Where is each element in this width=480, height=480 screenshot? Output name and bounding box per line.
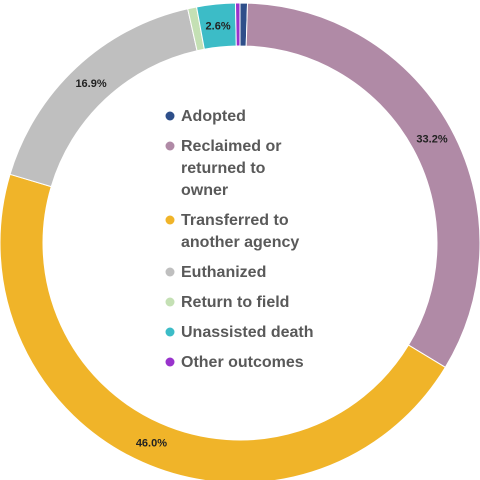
legend-swatch-return-to-field (165, 297, 175, 307)
legend-swatch-adopted (165, 111, 175, 121)
legend-item-other-outcomes: Other outcomes (165, 354, 304, 371)
slice-label-reclaimed-or-returned-to-owner: 33.2% (416, 134, 447, 146)
legend-label-transferred-to-another-agency-line-1: Transferred to (181, 212, 289, 229)
slice-label-unassisted-death: 2.6% (206, 21, 231, 33)
slice-transferred-to-another-agency (0, 173, 446, 480)
legend-item-reclaimed-or-returned-to-owner: Reclaimed or returned to owner (165, 138, 281, 199)
legend-label-euthanized: Euthanized (181, 264, 266, 281)
legend-label-unassisted-death: Unassisted death (181, 324, 313, 341)
slice-label-euthanized: 16.9% (75, 78, 106, 90)
legend: Adopted Reclaimed or returned to owner Trans… (165, 108, 313, 371)
legend-label-reclaimed-or-returned-to-owner-line-1: Reclaimed or (181, 138, 281, 155)
slice-euthanized (9, 8, 198, 188)
legend-label-return-to-field: Return to field (181, 294, 289, 311)
legend-item-transferred-to-another-agency: Transferred to another agency (165, 212, 299, 251)
legend-item-adopted: Adopted (165, 108, 246, 125)
slice-label-transferred-to-another-agency: 46.0% (136, 438, 167, 450)
legend-swatch-unassisted-death (165, 327, 175, 337)
legend-label-transferred-to-another-agency-line-2: another agency (181, 234, 299, 251)
legend-swatch-euthanized (165, 267, 175, 277)
legend-label-reclaimed-or-returned-to-owner-line-3: owner (181, 182, 228, 199)
slice-labels: 33.2% 46.0% 16.9% 2.6% (75, 21, 447, 450)
legend-label-reclaimed-or-returned-to-owner-line-2: returned to (181, 160, 266, 177)
legend-label-adopted: Adopted (181, 108, 246, 125)
legend-label-other-outcomes: Other outcomes (181, 354, 304, 371)
legend-item-euthanized: Euthanized (165, 264, 266, 281)
legend-swatch-other-outcomes (165, 357, 175, 367)
legend-swatch-reclaimed-or-returned-to-owner (165, 141, 175, 151)
slice-other-outcomes (234, 2, 241, 47)
slice-reclaimed-or-returned-to-owner (245, 2, 480, 369)
legend-item-return-to-field: Return to field (165, 294, 289, 311)
legend-swatch-transferred-to-another-agency (165, 215, 175, 225)
legend-item-unassisted-death: Unassisted death (165, 324, 313, 341)
